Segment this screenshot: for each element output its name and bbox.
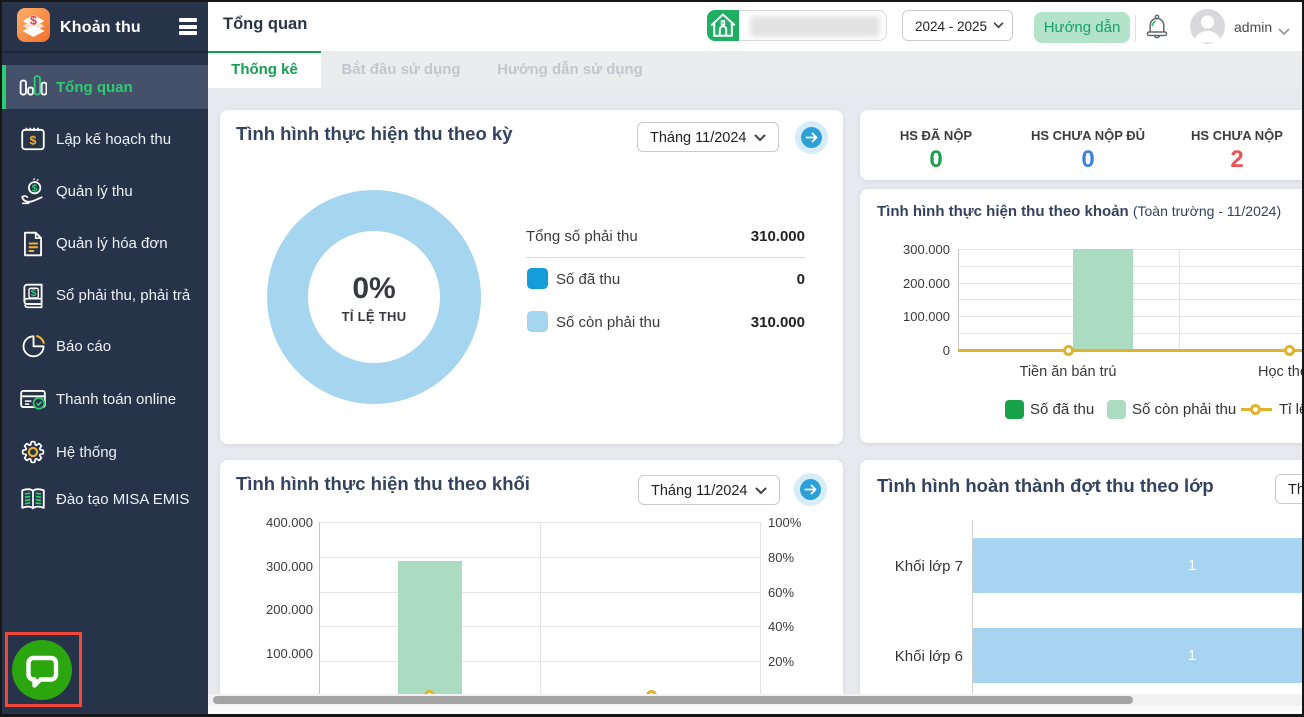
svg-text:$: $ [32,183,38,194]
svg-text:$: $ [30,133,37,147]
svg-text:$: $ [31,288,37,299]
svg-text:$: $ [30,14,37,28]
